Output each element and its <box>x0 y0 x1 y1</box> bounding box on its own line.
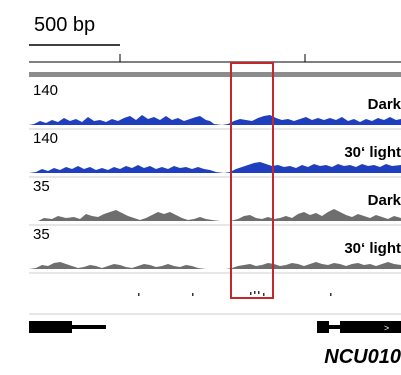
track-max-dark-1: 140 <box>33 82 59 99</box>
track-header-bar <box>29 72 401 77</box>
coverage-track-dark-1 <box>29 115 401 125</box>
gene-intron-left <box>72 325 106 329</box>
scale-bar-label: 500 bp <box>34 14 96 36</box>
coverage-track-light-2 <box>29 262 401 269</box>
read-mark <box>192 293 194 296</box>
sample-label-dark-1: Dark <box>367 96 401 113</box>
read-mark <box>250 292 252 295</box>
gene-exon-right <box>317 321 329 333</box>
coverage-track-dark-2 <box>29 209 401 221</box>
sample-label-dark-2: Dark <box>367 192 401 209</box>
read-mark <box>330 293 332 296</box>
track-max-light-2: 35 <box>33 226 50 243</box>
read-mark <box>254 291 256 294</box>
coverage-track-light-1 <box>29 162 401 173</box>
gene-name: NCU010 <box>324 346 401 368</box>
sample-label-light-2: 30‘ light <box>344 240 401 257</box>
sample-label-light-1: 30‘ light <box>344 144 401 161</box>
highlight-region <box>230 62 274 299</box>
track-max-light-1: 140 <box>33 130 59 147</box>
read-mark <box>138 293 140 296</box>
gene-intron-right <box>329 325 340 329</box>
gene-exon-right-2 <box>340 321 401 333</box>
read-mark <box>263 293 265 296</box>
read-mark <box>258 291 260 294</box>
strand-arrow: > <box>384 323 389 333</box>
track-max-dark-2: 35 <box>33 178 50 195</box>
gene-exon-left <box>29 321 72 333</box>
